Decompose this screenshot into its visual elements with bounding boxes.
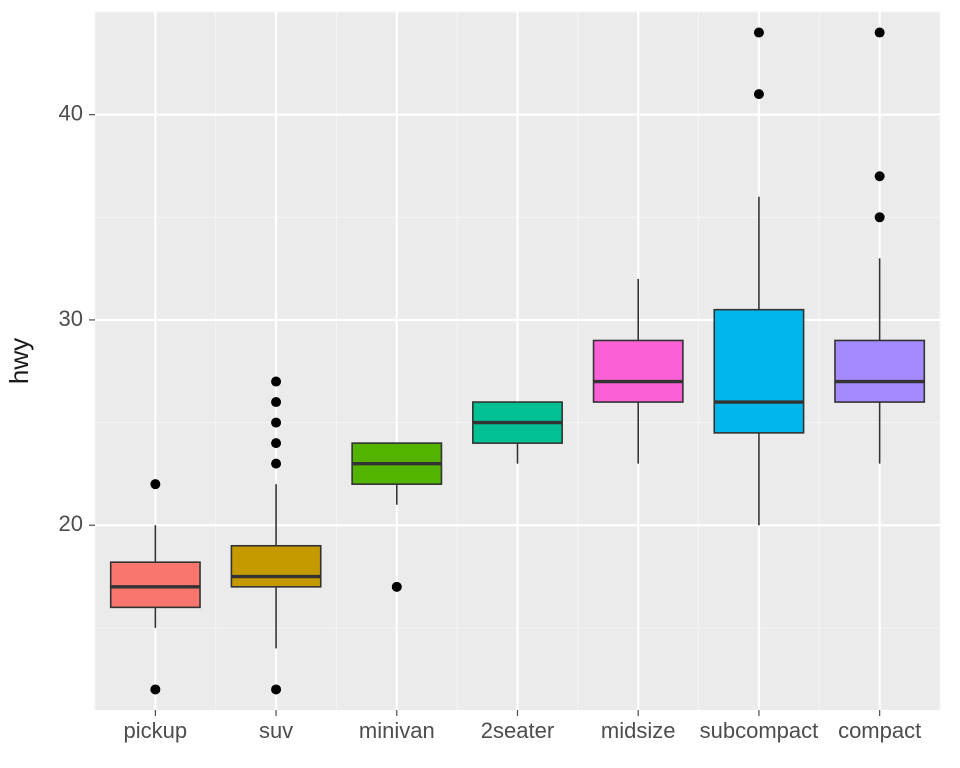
- box-pickup: [111, 562, 200, 607]
- outlier: [271, 459, 281, 469]
- boxplot-chart: 20 30 40 pickup suv minivan 2seater midsize subc…: [0, 0, 960, 768]
- outlier: [875, 212, 885, 222]
- outlier: [271, 418, 281, 428]
- box-suv: [231, 546, 320, 587]
- x-tick-label: 2seater: [481, 718, 554, 743]
- x-tick-label: suv: [259, 718, 293, 743]
- outlier: [754, 89, 764, 99]
- y-tick-label: 40: [59, 100, 83, 125]
- x-tick-label: midsize: [601, 718, 676, 743]
- box-midsize: [594, 340, 683, 402]
- y-tick-label: 30: [59, 306, 83, 331]
- x-tick-label: subcompact: [700, 718, 819, 743]
- chart-svg: 20 30 40 pickup suv minivan 2seater midsize subc…: [0, 0, 960, 768]
- outlier: [392, 582, 402, 592]
- x-tick-label: compact: [838, 718, 921, 743]
- outlier: [875, 28, 885, 38]
- outlier: [875, 171, 885, 181]
- y-tick-label: 20: [59, 511, 83, 536]
- outlier: [271, 397, 281, 407]
- outlier: [271, 438, 281, 448]
- x-tick-label: pickup: [124, 718, 188, 743]
- outlier: [271, 684, 281, 694]
- box-subcompact: [714, 310, 803, 433]
- y-axis-title: hwy: [4, 338, 34, 384]
- outlier: [754, 28, 764, 38]
- outlier: [150, 684, 160, 694]
- outlier: [271, 377, 281, 387]
- outlier: [150, 479, 160, 489]
- x-tick-label: minivan: [359, 718, 435, 743]
- box-compact: [835, 340, 924, 402]
